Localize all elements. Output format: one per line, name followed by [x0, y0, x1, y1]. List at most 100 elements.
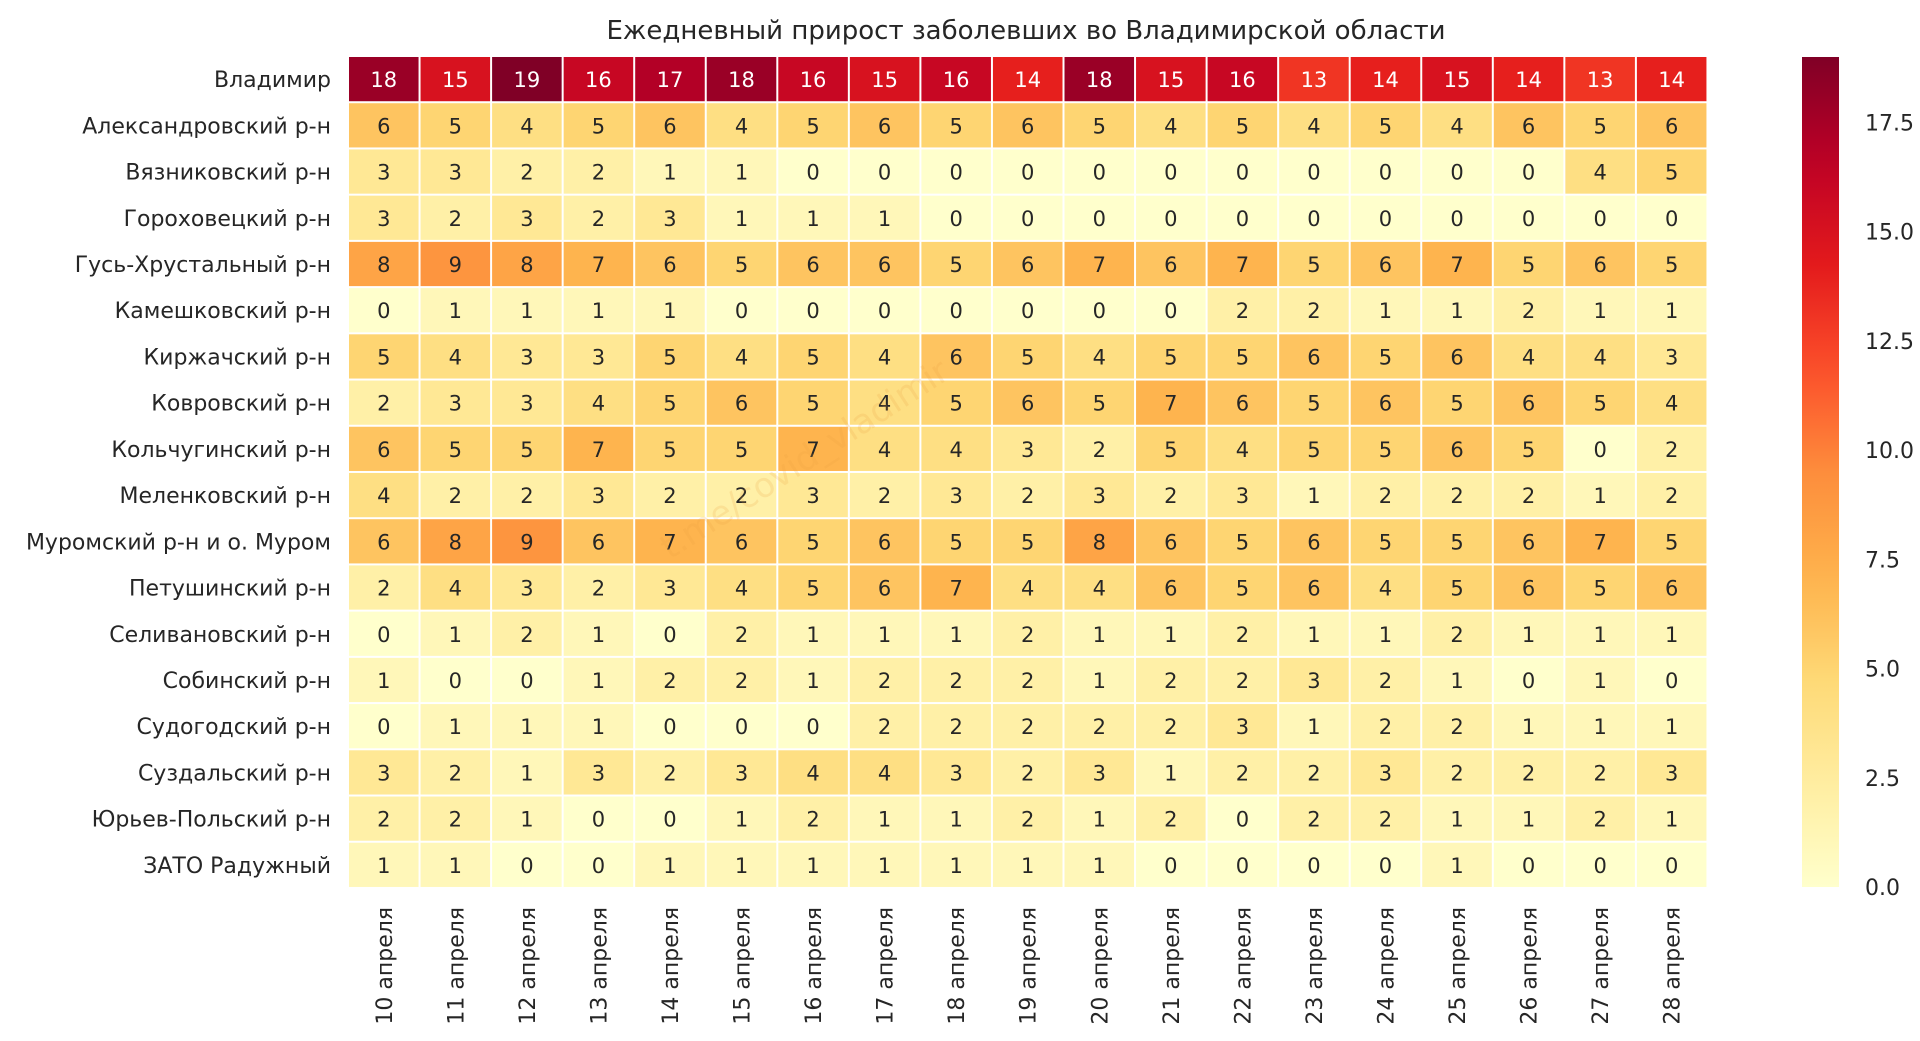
cell-value-label: 4 — [878, 761, 891, 785]
column-label: 26 апреля — [1518, 907, 1543, 1025]
heatmap-cell — [778, 565, 848, 610]
heatmap-cell — [1136, 149, 1206, 194]
cell-value-label: 7 — [1593, 530, 1606, 554]
heatmap-cell — [1422, 103, 1492, 148]
cell-value-label: 2 — [735, 484, 748, 508]
cell-value-label: 6 — [949, 345, 962, 369]
cell-value-label: 2 — [1021, 715, 1034, 739]
heatmap-cell — [1207, 103, 1278, 148]
cell-value-label: 6 — [1236, 392, 1249, 416]
heatmap-cell — [1350, 519, 1421, 564]
heatmap-cell — [420, 149, 491, 194]
heatmap-cell — [420, 611, 491, 656]
cell-value-label: 3 — [520, 345, 533, 369]
cell-value-label: 0 — [806, 299, 819, 323]
heatmap-cell — [1422, 472, 1492, 518]
heatmap-cell — [1279, 796, 1349, 841]
heatmap-cell — [492, 472, 562, 518]
cell-value-label: 3 — [1307, 669, 1320, 693]
column-label: 21 апреля — [1160, 907, 1185, 1025]
cell-value-label: 5 — [1021, 530, 1034, 554]
heatmap-cell — [921, 519, 991, 564]
heatmap-cell — [992, 195, 1063, 240]
heatmap-cell — [1422, 796, 1492, 841]
heatmap-cell — [1493, 57, 1564, 102]
heatmap-cell — [1350, 149, 1421, 194]
heatmap-cell — [1636, 241, 1707, 287]
cell-value-label: 6 — [1379, 392, 1392, 416]
cell-value-label: 1 — [520, 761, 533, 785]
cell-value-label: 19 — [514, 68, 541, 92]
heatmap-cell — [778, 380, 848, 425]
heatmap-cell — [1350, 472, 1421, 518]
row-label: Киржачский р-н — [144, 345, 331, 370]
cell-value-label: 4 — [878, 438, 891, 462]
cell-value-label: 18 — [1086, 68, 1113, 92]
heatmap-cell — [420, 195, 491, 240]
cell-value-label: 1 — [1522, 715, 1535, 739]
cell-value-label: 2 — [1236, 299, 1249, 323]
cell-value-label: 0 — [1522, 854, 1535, 878]
heatmap-cell — [921, 611, 991, 656]
heatmap-cell — [849, 57, 920, 102]
cell-value-label: 4 — [806, 761, 819, 785]
cell-value-label: 3 — [1236, 484, 1249, 508]
heatmap-cell — [1636, 611, 1707, 656]
cell-value-label: 1 — [449, 299, 462, 323]
cell-value-label: 8 — [1093, 530, 1106, 554]
heatmap-cell — [778, 519, 848, 564]
cell-value-label: 1 — [1307, 484, 1320, 508]
cell-value-label: 1 — [878, 623, 891, 647]
cell-value-label: 2 — [735, 623, 748, 647]
cell-value-label: 2 — [1236, 623, 1249, 647]
cell-value-label: 6 — [735, 392, 748, 416]
heatmap-cell — [349, 611, 419, 656]
cell-value-label: 4 — [1450, 114, 1463, 138]
heatmap-cell — [349, 195, 419, 240]
cell-value-label: 5 — [663, 345, 676, 369]
heatmap-cell — [420, 704, 491, 749]
cell-value-label: 4 — [878, 392, 891, 416]
cell-value-label: 5 — [1522, 253, 1535, 277]
heatmap-cell — [849, 472, 920, 518]
cell-value-label: 2 — [1164, 808, 1177, 832]
cell-value-label: 14 — [1372, 68, 1399, 92]
cell-value-label: 4 — [949, 438, 962, 462]
cell-value-label: 1 — [1665, 299, 1678, 323]
heatmap-cell — [921, 380, 991, 425]
column-label: 10 апреля — [373, 907, 398, 1025]
heatmap-cell — [492, 288, 562, 333]
heatmap-cell — [1636, 103, 1707, 148]
heatmap-cell — [1207, 657, 1278, 703]
heatmap-cell — [1064, 796, 1135, 841]
heatmap-cell — [1565, 611, 1635, 656]
cell-value-label: 8 — [520, 253, 533, 277]
cell-value-label: 4 — [1021, 577, 1034, 601]
heatmap-cell — [778, 657, 848, 703]
cell-value-label: 0 — [1236, 161, 1249, 185]
cell-value-label: 0 — [1522, 207, 1535, 231]
heatmap-cell — [1064, 750, 1135, 795]
row-label: Ковровский р-н — [151, 392, 331, 417]
cell-value-label: 2 — [1450, 623, 1463, 647]
heatmap-cell — [420, 380, 491, 425]
heatmap-cell — [778, 611, 848, 656]
cell-value-label: 3 — [592, 761, 605, 785]
cell-value-label: 6 — [1021, 114, 1034, 138]
heatmap-cell — [921, 288, 991, 333]
heatmap-cell — [778, 842, 848, 887]
cell-value-label: 18 — [728, 68, 755, 92]
heatmap-cell — [1493, 380, 1564, 425]
heatmap-cell — [492, 380, 562, 425]
heatmap-cell — [849, 796, 920, 841]
heatmap-cell — [563, 750, 634, 795]
heatmap-cell — [849, 750, 920, 795]
cell-value-label: 2 — [1450, 761, 1463, 785]
cell-value-label: 2 — [806, 808, 819, 832]
heatmap-cell — [635, 565, 705, 610]
heatmap-cell — [1565, 288, 1635, 333]
heatmap-cell — [849, 380, 920, 425]
heatmap-cell — [1136, 288, 1206, 333]
heatmap-cell — [1064, 519, 1135, 564]
heatmap-cell — [706, 842, 777, 887]
